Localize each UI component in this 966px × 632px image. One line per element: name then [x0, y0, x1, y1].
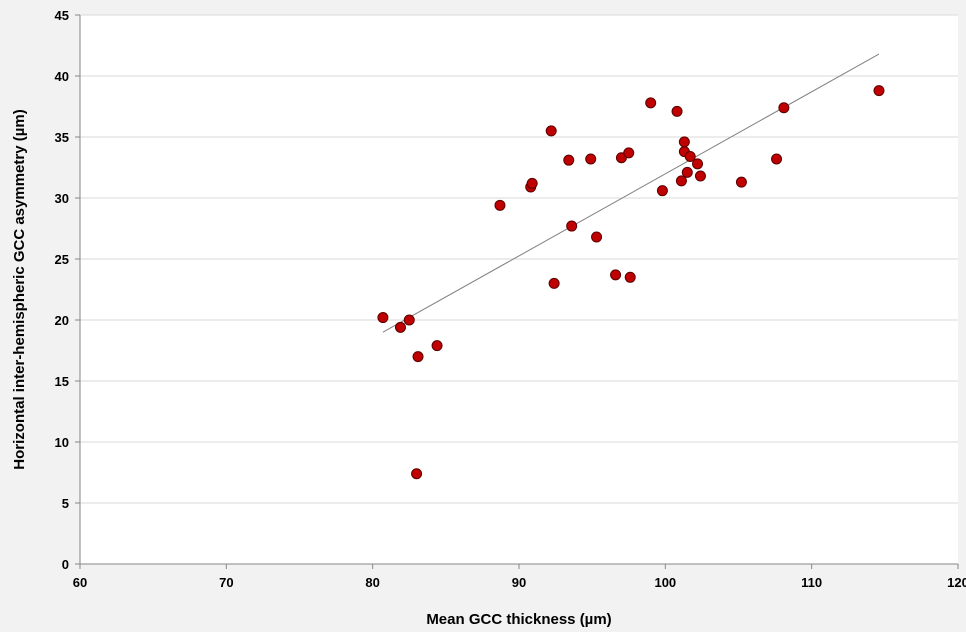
data-point: [411, 468, 423, 480]
y-tick-label: 10: [55, 435, 69, 450]
y-tick-label: 45: [55, 8, 69, 23]
data-point: [624, 271, 636, 283]
data-point: [671, 105, 683, 117]
data-point: [377, 312, 389, 324]
x-axis-title: Mean GCC thickness (µm): [426, 611, 611, 628]
data-point: [684, 151, 696, 163]
gridlines: [80, 14, 958, 504]
data-point: [735, 176, 747, 188]
data-point: [526, 177, 538, 189]
data-point: [681, 166, 693, 178]
x-tick-label: 120: [947, 575, 966, 590]
y-tick-label: 25: [55, 252, 69, 267]
trendline: [382, 53, 880, 333]
data-point: [412, 351, 424, 363]
y-tick-label: 40: [55, 69, 69, 84]
y-tick-label: 0: [62, 557, 69, 572]
data-point: [610, 269, 622, 281]
data-point: [675, 175, 687, 187]
x-tick-label: 80: [365, 575, 379, 590]
axes: [75, 14, 959, 569]
data-point: [585, 153, 597, 165]
data-point: [403, 314, 415, 326]
y-tick-label: 35: [55, 130, 69, 145]
y-tick-labels: 0 5 10 15 20 25 30 35 40 45: [55, 8, 69, 572]
x-tick-label: 90: [512, 575, 526, 590]
data-point: [548, 277, 560, 289]
data-point: [591, 231, 603, 243]
x-tick-label: 100: [654, 575, 676, 590]
trendline-layer: [382, 53, 880, 333]
x-tick-label: 60: [73, 575, 87, 590]
data-point: [656, 185, 668, 197]
data-point: [623, 147, 635, 159]
data-point: [771, 153, 783, 165]
data-point: [692, 158, 704, 170]
data-point: [778, 102, 790, 114]
data-point: [694, 170, 706, 182]
data-point: [545, 125, 557, 137]
plot-area: [80, 15, 958, 564]
x-tick-label: 110: [801, 575, 822, 590]
data-point: [678, 136, 690, 148]
y-tick-label: 5: [62, 496, 69, 511]
data-point: [566, 220, 578, 232]
x-tick-label: 70: [219, 575, 233, 590]
data-point: [645, 97, 657, 109]
y-axis-title: Horizontal inter-hemispheric GCC asymmet…: [11, 109, 28, 469]
data-point: [873, 85, 885, 97]
y-tick-label: 15: [55, 374, 69, 389]
data-point: [494, 199, 506, 211]
data-point: [563, 154, 575, 166]
y-tick-label: 20: [55, 313, 69, 328]
y-tick-label: 30: [55, 191, 69, 206]
x-tick-labels: 60 70 80 90 100 110 120: [73, 575, 966, 590]
data-point: [394, 321, 406, 333]
data-point: [431, 340, 443, 352]
data-points: [377, 85, 885, 480]
